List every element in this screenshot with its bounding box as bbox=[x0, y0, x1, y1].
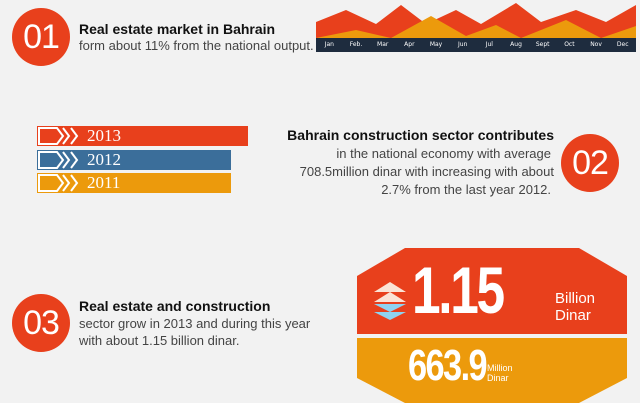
stacked-arrows-icon bbox=[374, 282, 406, 320]
month-label: Mar bbox=[377, 41, 389, 48]
section1-text: form about 11% from the national output. bbox=[79, 38, 314, 53]
year-label: 2011 bbox=[87, 173, 121, 192]
million-value: 663.9 bbox=[408, 341, 488, 390]
month-label: Aug bbox=[510, 41, 522, 48]
month-label: Sept bbox=[535, 41, 550, 48]
section2-text-line3: 2.7% from the last year 2012. bbox=[381, 182, 551, 197]
section2-text-line1: in the national economy with average bbox=[336, 146, 551, 161]
million-unit-line1: Million bbox=[487, 363, 513, 373]
section-number-01: 01 bbox=[12, 8, 70, 66]
section-number-03: 03 bbox=[12, 294, 70, 352]
month-label: Feb. bbox=[349, 41, 363, 48]
billion-unit-line1: Billion bbox=[555, 290, 596, 307]
month-label: Jan bbox=[324, 41, 334, 48]
month-label: Dec bbox=[616, 41, 629, 48]
month-label: Oct bbox=[564, 41, 575, 48]
billion-value: 1.15 bbox=[412, 253, 505, 327]
months-band: Jan Feb. Mar Apr May Jun Jul Aug Sept Oc… bbox=[316, 38, 636, 52]
year-bar-2013: 2013 bbox=[37, 126, 248, 146]
month-label: Nov bbox=[590, 41, 602, 48]
month-label: Jun bbox=[458, 41, 468, 48]
year-bar-2012: 2012 bbox=[37, 150, 231, 170]
month-label: Apr bbox=[404, 41, 415, 48]
section3-text-line2: with about 1.15 billion dinar. bbox=[79, 333, 240, 348]
mountain-chart-graphic bbox=[316, 3, 636, 40]
section3-title: Real estate and construction bbox=[79, 298, 271, 314]
mountain-orange-layer bbox=[316, 16, 636, 40]
billion-unit: Billion Dinar bbox=[555, 290, 595, 324]
section1-title: Real estate market in Bahrain bbox=[79, 21, 276, 37]
arrow-tag-icon bbox=[38, 127, 79, 145]
section2-text-line2: 708.5million dinar with increasing with … bbox=[299, 164, 554, 179]
year-label: 2012 bbox=[87, 150, 121, 169]
year-bar-fill bbox=[37, 126, 248, 146]
arrow-tag-icon bbox=[38, 174, 79, 192]
million-unit-line2: Dinar bbox=[487, 373, 509, 383]
million-badge bbox=[357, 338, 627, 403]
million-unit: Million Dinar bbox=[487, 363, 513, 383]
arrow-tag-icon bbox=[38, 151, 79, 169]
month-label: May bbox=[429, 41, 443, 48]
year-bar-fill bbox=[37, 173, 231, 193]
billion-unit-line2: Dinar bbox=[555, 307, 591, 324]
billion-badge bbox=[357, 248, 627, 334]
year-bar-fill bbox=[37, 150, 231, 170]
month-label: Jul bbox=[485, 41, 493, 48]
section2-title: Bahrain construction sector contributes bbox=[287, 127, 554, 143]
section3-text-line1: sector grow in 2013 and during this year bbox=[79, 316, 311, 331]
year-bar-2011: 2011 bbox=[37, 173, 231, 193]
year-label: 2013 bbox=[87, 126, 121, 145]
section-number-02: 02 bbox=[561, 134, 619, 192]
